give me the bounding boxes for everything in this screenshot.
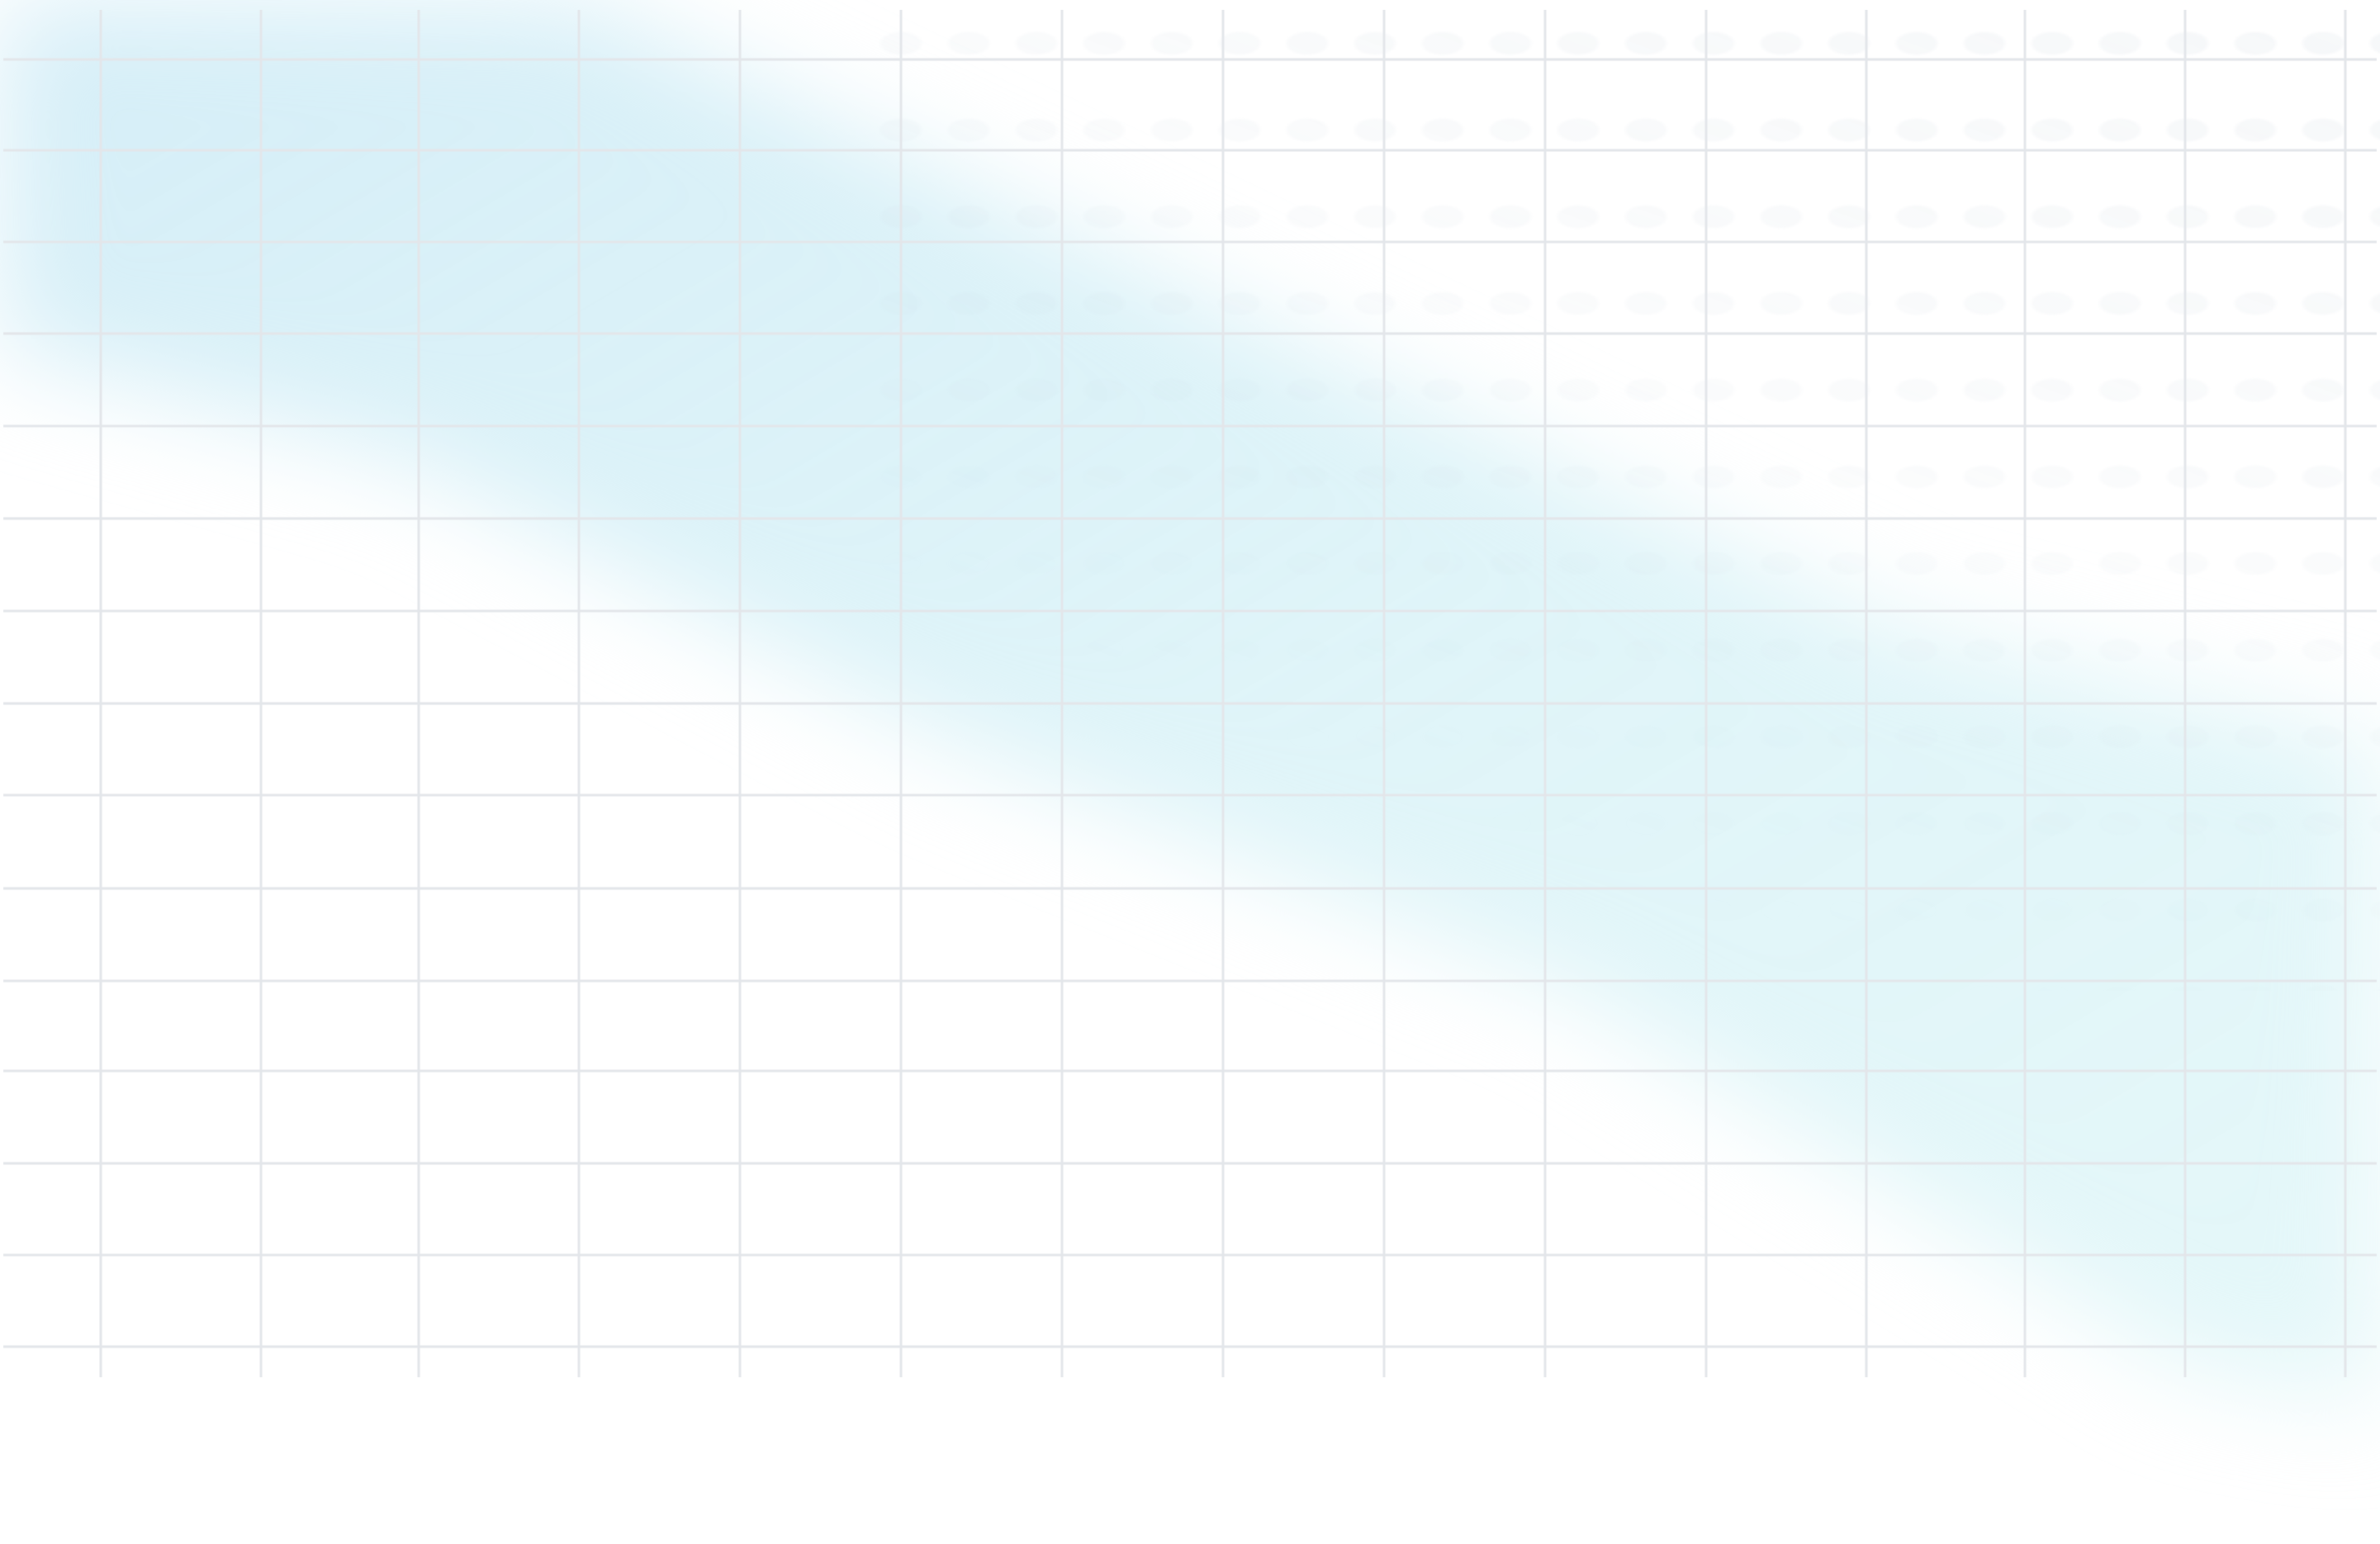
glow-band-shape <box>0 0 2380 1404</box>
dot-pattern-overlay <box>867 0 2380 991</box>
